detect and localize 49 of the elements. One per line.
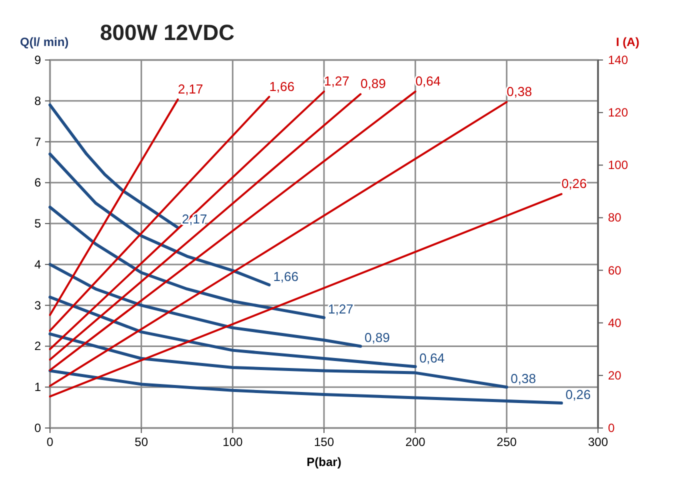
line-series xyxy=(48,262,362,348)
y2-tick-label: 140 xyxy=(608,53,628,67)
y-tick-label: 3 xyxy=(34,298,42,312)
y-tick-label: 1 xyxy=(34,380,42,394)
chart-title: 800W 12VDC xyxy=(100,20,235,45)
series-label: 2,17 xyxy=(178,81,204,96)
x-tick-label: 0 xyxy=(46,435,54,449)
line-series xyxy=(48,369,563,405)
series-label: 0,26 xyxy=(561,176,587,192)
x-tick-label: 100 xyxy=(222,435,243,449)
y-tick-label: 2 xyxy=(34,339,42,354)
y2-tick-label: 20 xyxy=(608,368,622,382)
y2-tick-label: 80 xyxy=(608,210,622,225)
series-label: 1,66 xyxy=(273,268,299,284)
y2-tick-label: 100 xyxy=(608,158,628,172)
series-label: 0,38 xyxy=(506,84,532,100)
y2-tick-label: 60 xyxy=(608,263,622,278)
series-label: 0,26 xyxy=(565,387,591,402)
line-series xyxy=(48,296,417,368)
y2-tick-label: 40 xyxy=(608,316,622,330)
series-label: 1,66 xyxy=(269,78,295,94)
series-label: 0,89 xyxy=(364,330,390,346)
x-tick-label: 300 xyxy=(588,435,608,449)
y2-tick-label: 120 xyxy=(608,106,628,120)
line-series xyxy=(48,103,180,230)
x-tick-label: 200 xyxy=(405,435,426,449)
y-tick-label: 9 xyxy=(34,53,42,67)
y-axis-title: Q(l/ min) xyxy=(20,35,69,49)
series-label: 1,27 xyxy=(328,302,354,317)
series-label: 1,27 xyxy=(324,74,350,89)
y2-tick-label: 0 xyxy=(608,421,615,435)
y-tick-label: 8 xyxy=(34,94,42,108)
x-tick-label: 50 xyxy=(134,435,148,449)
y-tick-label: 4 xyxy=(34,257,42,272)
y-tick-label: 6 xyxy=(34,176,42,190)
y2-axis-title: I (A) xyxy=(616,35,640,49)
series-label: 0,38 xyxy=(510,371,536,386)
x-axis-title: P(bar) xyxy=(306,455,342,469)
series-label: 0,64 xyxy=(419,350,445,366)
y-tick-label: 0 xyxy=(34,421,42,435)
line-series xyxy=(48,206,326,320)
y-tick-label: 5 xyxy=(34,216,42,231)
line-series xyxy=(48,152,271,286)
series-label: 0,89 xyxy=(360,76,386,92)
line-series xyxy=(48,332,508,389)
x-tick-label: 250 xyxy=(496,435,517,449)
y-tick-label: 7 xyxy=(34,134,42,149)
x-tick-label: 150 xyxy=(314,435,334,449)
series-label: 0,64 xyxy=(415,74,441,89)
